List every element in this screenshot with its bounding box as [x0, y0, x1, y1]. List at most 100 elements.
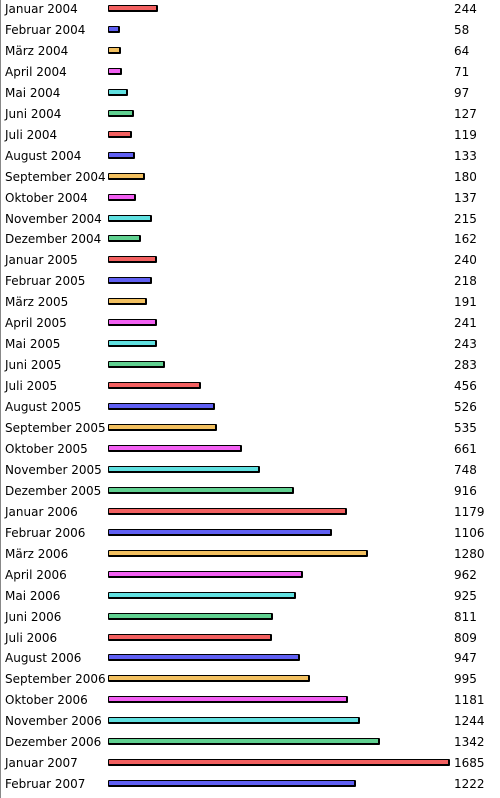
value-label: 995 [454, 672, 477, 687]
chart-row: November 2006 1244 [0, 712, 500, 733]
bar [108, 486, 294, 494]
chart-row: April 2005 241 [0, 314, 500, 335]
bar [108, 256, 157, 264]
chart-row: Juni 2005 283 [0, 356, 500, 377]
chart-row: August 2006 947 [0, 649, 500, 670]
chart-row: November 2005 748 [0, 461, 500, 482]
bar [108, 277, 152, 285]
category-label: Februar 2004 [5, 22, 86, 37]
chart-row: Februar 2005 218 [0, 272, 500, 293]
value-label: 243 [454, 337, 477, 352]
bar [108, 424, 217, 431]
value-label: 925 [454, 588, 477, 603]
category-label: Mai 2006 [5, 588, 61, 603]
value-label: 218 [454, 274, 477, 289]
bar [108, 382, 201, 390]
value-label: 137 [454, 190, 477, 205]
value-label: 1179 [454, 504, 485, 519]
category-label: Oktober 2006 [5, 693, 88, 708]
value-label: 71 [454, 64, 470, 79]
chart-row: Februar 2006 1106 [0, 524, 500, 545]
bar [108, 5, 158, 12]
bar [108, 298, 147, 306]
category-label: Juli 2005 [5, 379, 58, 394]
value-label: 180 [454, 169, 477, 184]
value-label: 962 [454, 567, 477, 582]
bar [108, 612, 273, 620]
chart-row: April 2006 962 [0, 566, 500, 587]
chart-row: September 2004 180 [0, 168, 500, 189]
value-label: 119 [454, 127, 477, 142]
bar [108, 444, 242, 452]
category-label: Oktober 2005 [5, 441, 88, 456]
bar [108, 130, 132, 138]
chart-row: März 2004 64 [0, 42, 500, 63]
bar [108, 654, 300, 662]
chart-row: Januar 2005 240 [0, 251, 500, 272]
category-label: Februar 2006 [5, 525, 86, 540]
category-label: Dezember 2004 [5, 232, 102, 247]
category-label: Dezember 2006 [5, 735, 102, 750]
bar [108, 717, 360, 725]
bar [108, 528, 332, 536]
value-label: 535 [454, 421, 477, 435]
category-label: Juni 2006 [5, 609, 62, 624]
bar [108, 214, 152, 222]
bar [108, 193, 136, 201]
bar [108, 46, 121, 54]
chart-row: Dezember 2005 916 [0, 482, 500, 503]
chart-row: Januar 2006 1179 [0, 503, 500, 524]
value-label: 1342 [454, 735, 485, 750]
value-label: 1106 [454, 525, 485, 540]
bar [108, 361, 165, 369]
chart-row: Februar 2007 1222 [0, 775, 500, 796]
value-label: 162 [454, 232, 477, 247]
value-label: 811 [454, 609, 477, 624]
category-label: September 2006 [5, 672, 106, 687]
category-label: November 2005 [5, 462, 102, 477]
value-label: 1181 [454, 693, 485, 708]
chart-row: November 2004 215 [0, 210, 500, 231]
bar [108, 25, 120, 33]
chart-row: August 2005 526 [0, 398, 500, 419]
value-label: 1280 [454, 546, 485, 561]
chart-row: Oktober 2005 661 [0, 440, 500, 461]
chart-row: Dezember 2006 1342 [0, 733, 500, 754]
category-label: Mai 2004 [5, 85, 61, 100]
category-label: März 2004 [5, 43, 69, 58]
category-label: Januar 2007 [5, 756, 78, 771]
chart-row: April 2004 71 [0, 63, 500, 84]
category-label: September 2005 [5, 421, 106, 435]
bar [108, 570, 303, 578]
chart-row: Februar 2004 58 [0, 21, 500, 42]
category-label: Juni 2004 [5, 106, 62, 121]
value-label: 241 [454, 316, 477, 331]
bar [108, 591, 296, 599]
bar [108, 151, 135, 159]
bar [108, 696, 348, 704]
category-label: Juni 2005 [5, 358, 62, 373]
category-label: Februar 2005 [5, 274, 86, 289]
category-label: Dezember 2005 [5, 483, 102, 498]
value-label: 456 [454, 379, 477, 394]
chart-row: August 2004 133 [0, 147, 500, 168]
category-label: Mai 2005 [5, 337, 61, 352]
bar [108, 780, 356, 788]
category-label: März 2005 [5, 295, 69, 310]
category-label: Januar 2004 [5, 2, 78, 16]
bar [108, 759, 450, 767]
category-label: April 2005 [5, 316, 67, 331]
bar [108, 465, 260, 473]
bar [108, 340, 157, 348]
value-label: 526 [454, 400, 477, 415]
value-label: 215 [454, 211, 477, 226]
bar [108, 549, 368, 557]
chart-row: Januar 2007 1685 [0, 754, 500, 775]
value-label: 748 [454, 462, 477, 477]
category-label: Juli 2004 [5, 127, 58, 142]
category-label: November 2004 [5, 211, 102, 226]
value-label: 661 [454, 441, 477, 456]
value-label: 947 [454, 651, 477, 666]
bar [108, 507, 347, 515]
